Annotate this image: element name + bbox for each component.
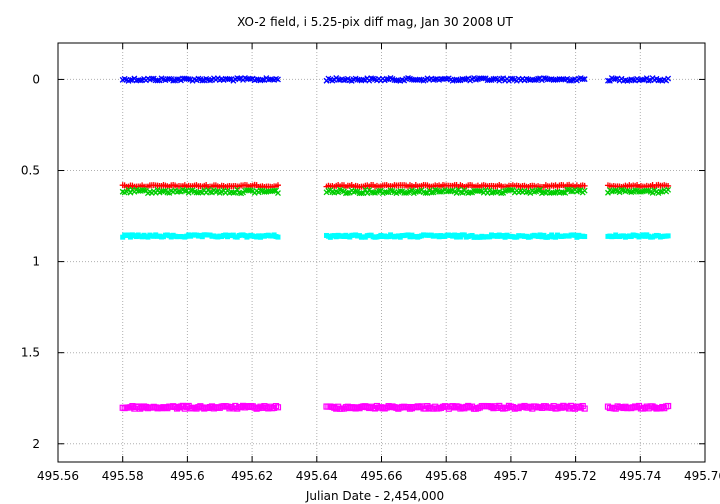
x-tick-label: 495.56 — [37, 469, 79, 483]
data-point — [397, 188, 404, 195]
data-point — [455, 77, 462, 84]
y-tick-labels: 0 0.5 1 1.5 2 — [21, 72, 40, 450]
y-tick-label: 2 — [32, 437, 40, 451]
data-point — [207, 189, 214, 196]
x-tick-labels: 495.56 495.58 495.6 495.62 495.64 495.66 495.6… — [37, 469, 720, 483]
data-point — [154, 77, 161, 84]
data-point — [187, 187, 194, 194]
data-point — [422, 190, 429, 196]
data-point — [665, 182, 672, 189]
data-point — [352, 188, 359, 195]
data-point — [271, 187, 278, 194]
data-point — [498, 190, 505, 197]
data-point — [259, 76, 266, 83]
data-point — [575, 187, 582, 194]
data-point — [531, 77, 538, 83]
data-point — [428, 189, 435, 196]
data-point — [257, 187, 264, 194]
data-point — [275, 190, 281, 197]
data-point — [181, 187, 188, 194]
y-tick-label: 1 — [32, 255, 40, 269]
data-point — [408, 187, 415, 194]
x-tick-label: 495.7 — [494, 469, 528, 483]
data-point — [127, 76, 134, 83]
data-point — [341, 77, 347, 84]
data-point — [226, 76, 233, 83]
data-point — [604, 77, 611, 84]
data-point — [568, 188, 575, 195]
x-tick-label: 495.68 — [425, 469, 467, 483]
tick-marks — [57, 43, 706, 462]
x-tick-label: 495.74 — [619, 469, 661, 483]
data-point — [185, 76, 192, 83]
y-tick-label: 1.5 — [21, 346, 40, 360]
data-point — [476, 187, 483, 194]
x-axis-label: Julian Date - 2,454,000 — [305, 489, 444, 503]
x-tick-label: 495.58 — [102, 469, 144, 483]
data-point — [643, 187, 650, 194]
y-tick-label: 0.5 — [21, 164, 40, 178]
data-point — [164, 189, 171, 196]
data-point — [632, 187, 639, 194]
data-point — [535, 75, 542, 82]
x-tick-label: 495.6 — [170, 469, 204, 483]
data-point — [581, 405, 588, 412]
data-point — [383, 76, 390, 83]
x-tick-label: 495.66 — [361, 469, 403, 483]
data-point — [344, 189, 351, 196]
data-point — [274, 182, 281, 189]
data-point — [537, 186, 543, 193]
data-point — [383, 189, 390, 196]
data-point — [639, 76, 646, 83]
x-tick-label: 495.72 — [555, 469, 597, 483]
data-point — [564, 186, 571, 193]
data-point — [579, 76, 586, 83]
chart-title: XO-2 field, i 5.25-pix diff mag, Jan 30 … — [237, 15, 513, 29]
data-point — [170, 77, 177, 84]
x-tick-label: 495.76 — [684, 469, 720, 483]
data-point — [275, 234, 281, 240]
data-point — [657, 188, 664, 195]
x-tick-label: 495.64 — [296, 469, 338, 483]
data-series — [119, 402, 672, 412]
plot-frame — [57, 42, 706, 463]
data-point — [665, 186, 672, 193]
data-point — [582, 234, 588, 240]
data-point — [480, 75, 487, 82]
data-point — [207, 77, 214, 84]
data-point — [540, 75, 547, 82]
data-point — [665, 402, 672, 410]
data-point — [581, 76, 588, 83]
data-point — [360, 76, 367, 83]
y-tick-label: 0 — [32, 72, 40, 86]
data-series — [119, 75, 672, 84]
data-point — [274, 404, 282, 411]
data-point — [581, 187, 588, 194]
data-point — [665, 233, 671, 239]
data-point — [137, 77, 144, 84]
data-point — [414, 188, 421, 195]
data-point — [199, 77, 206, 84]
x-tick-label: 495.62 — [231, 469, 273, 483]
data-point — [581, 182, 588, 189]
data-point — [275, 76, 281, 83]
data-point — [665, 75, 672, 82]
data-point — [467, 189, 474, 196]
data-point — [236, 75, 243, 82]
data-point — [166, 75, 173, 82]
data-point — [148, 75, 155, 82]
data-point — [176, 188, 182, 195]
data-points — [119, 75, 672, 412]
grid-lines — [58, 43, 705, 462]
data-series — [119, 186, 672, 197]
data-point — [174, 76, 181, 83]
data-point — [507, 186, 514, 193]
data-series — [120, 232, 671, 240]
data-point — [375, 187, 382, 194]
